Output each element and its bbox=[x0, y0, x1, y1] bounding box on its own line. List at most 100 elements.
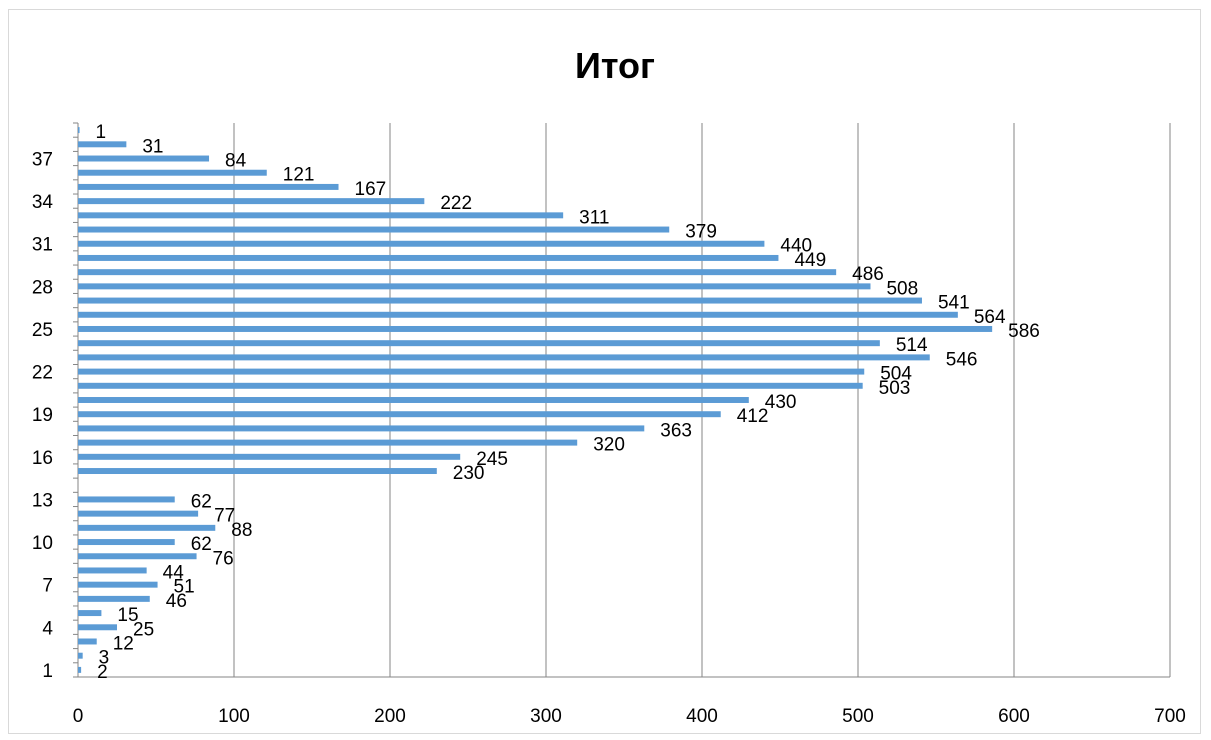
data-label: 486 bbox=[852, 264, 884, 285]
bar bbox=[78, 127, 80, 134]
bar bbox=[78, 510, 199, 517]
bar bbox=[78, 325, 993, 332]
bar bbox=[78, 468, 437, 475]
data-label: 3 bbox=[99, 648, 110, 669]
data-label: 84 bbox=[225, 151, 247, 172]
data-label: 245 bbox=[476, 449, 508, 470]
y-tick-label: 34 bbox=[32, 192, 54, 213]
bar bbox=[78, 411, 721, 418]
y-tick-label: 13 bbox=[32, 490, 53, 511]
y-tick-label: 16 bbox=[32, 448, 53, 469]
bar bbox=[78, 382, 863, 389]
bar bbox=[78, 496, 175, 503]
bar bbox=[78, 226, 670, 233]
x-tick-label: 200 bbox=[374, 706, 406, 727]
data-label: 320 bbox=[593, 435, 625, 456]
bar bbox=[78, 311, 958, 318]
data-label: 564 bbox=[974, 307, 1006, 328]
bar bbox=[78, 581, 158, 588]
bar bbox=[78, 652, 83, 659]
bar bbox=[78, 624, 117, 631]
data-label: 363 bbox=[660, 420, 692, 441]
bar bbox=[78, 354, 930, 361]
y-axis-ticks: 1 4 7 10 13 16 19 22 25 28 31 34 37 bbox=[32, 150, 54, 682]
data-label: 1 bbox=[96, 122, 107, 143]
data-label: 440 bbox=[780, 236, 812, 257]
bar bbox=[78, 610, 102, 617]
bar bbox=[78, 425, 645, 432]
data-label: 77 bbox=[214, 506, 235, 527]
bar bbox=[78, 269, 837, 276]
y-tick-label: 25 bbox=[32, 320, 53, 341]
y-tick-label: 7 bbox=[42, 576, 53, 597]
data-label: 503 bbox=[879, 378, 911, 399]
data-label: 46 bbox=[166, 591, 187, 612]
bar bbox=[78, 141, 127, 148]
y-tick-label: 4 bbox=[42, 618, 53, 639]
data-label: 31 bbox=[142, 136, 163, 157]
data-label: 44 bbox=[163, 562, 185, 583]
data-label: 586 bbox=[1008, 321, 1040, 342]
chart-title: Итог bbox=[575, 45, 655, 86]
y-tick-label: 22 bbox=[32, 363, 53, 384]
y-tick-label: 31 bbox=[32, 235, 53, 256]
data-label: 430 bbox=[765, 392, 797, 413]
x-tick-label: 700 bbox=[1154, 706, 1186, 727]
data-label: 76 bbox=[213, 548, 234, 569]
bar bbox=[78, 638, 97, 645]
data-label: 88 bbox=[231, 520, 252, 541]
bar bbox=[78, 453, 461, 460]
bar bbox=[78, 368, 865, 375]
bar bbox=[78, 169, 267, 176]
data-label: 62 bbox=[191, 491, 212, 512]
x-tick-label: 300 bbox=[530, 706, 562, 727]
y-tick-label: 1 bbox=[42, 661, 53, 682]
data-label: 412 bbox=[737, 406, 769, 427]
x-tick-label: 0 bbox=[73, 706, 84, 727]
y-tick-label: 10 bbox=[32, 533, 53, 554]
x-tick-label: 100 bbox=[218, 706, 250, 727]
bar bbox=[78, 254, 779, 261]
data-label: 541 bbox=[938, 293, 970, 314]
bar bbox=[78, 553, 197, 560]
bar bbox=[78, 397, 749, 403]
data-label: 2 bbox=[97, 662, 108, 683]
bar bbox=[78, 524, 216, 531]
data-label: 222 bbox=[440, 193, 472, 214]
bar bbox=[78, 666, 82, 673]
data-label: 508 bbox=[886, 278, 918, 299]
data-label: 311 bbox=[579, 207, 609, 228]
bar bbox=[78, 155, 210, 162]
data-label: 504 bbox=[880, 364, 912, 385]
data-label: 379 bbox=[685, 222, 717, 243]
x-axis-ticks: 0 100 200 300 400 500 600 700 bbox=[73, 706, 1186, 727]
data-label: 121 bbox=[283, 165, 315, 186]
bar bbox=[78, 240, 765, 247]
data-label: 546 bbox=[946, 349, 978, 370]
bar bbox=[78, 198, 425, 205]
y-tick-label: 37 bbox=[32, 150, 53, 171]
data-label: 12 bbox=[113, 633, 134, 654]
data-labels: 2312251546514476628877622302453203634124… bbox=[96, 122, 1040, 683]
bar bbox=[78, 212, 564, 219]
y-tick-label: 19 bbox=[32, 405, 53, 426]
data-label: 167 bbox=[355, 179, 387, 200]
bar bbox=[78, 595, 150, 602]
x-tick-label: 400 bbox=[686, 706, 718, 727]
bar bbox=[78, 183, 339, 190]
data-label: 15 bbox=[117, 605, 138, 626]
data-label: 514 bbox=[896, 335, 928, 356]
bar bbox=[78, 567, 147, 574]
x-tick-label: 600 bbox=[998, 706, 1030, 727]
bar bbox=[78, 283, 871, 290]
data-label: 62 bbox=[191, 534, 212, 555]
bar bbox=[78, 340, 880, 347]
bar bbox=[78, 297, 922, 304]
data-label: 51 bbox=[174, 577, 195, 598]
bar bbox=[78, 439, 578, 446]
data-label: 25 bbox=[133, 619, 154, 640]
x-tick-label: 500 bbox=[842, 706, 874, 727]
y-tick-label: 28 bbox=[32, 277, 53, 298]
bar bbox=[78, 539, 175, 546]
